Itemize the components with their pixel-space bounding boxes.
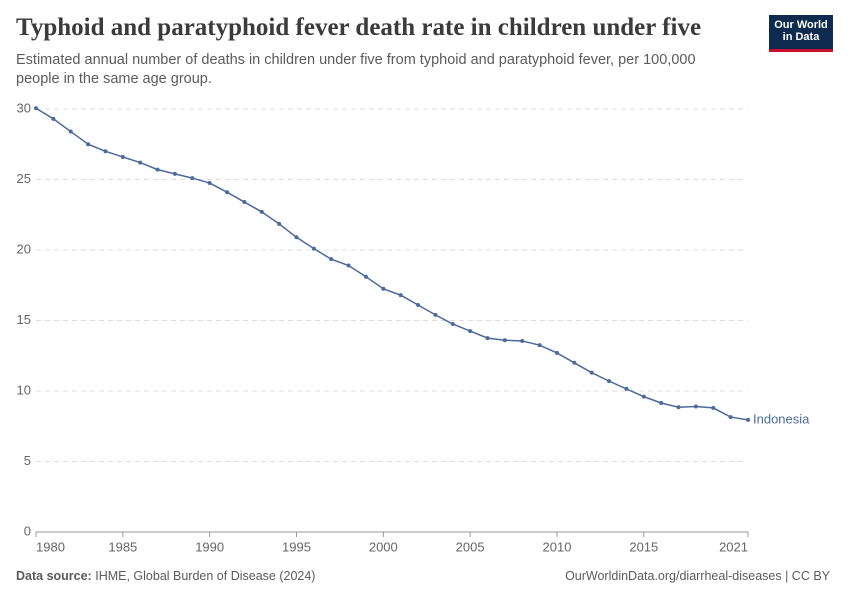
point bbox=[363, 274, 368, 279]
source-label: Data source: bbox=[16, 569, 92, 583]
chart-subtitle: Estimated annual number of deaths in chi… bbox=[16, 52, 696, 87]
y-tick-label: 20 bbox=[17, 241, 31, 256]
point bbox=[520, 338, 525, 343]
x-tick-label: 2000 bbox=[369, 539, 398, 554]
point bbox=[659, 400, 664, 405]
point bbox=[728, 415, 733, 420]
y-tick-label: 30 bbox=[17, 100, 31, 115]
x-tick-label: 1980 bbox=[36, 539, 65, 554]
x-tick-label: 2010 bbox=[543, 539, 572, 554]
x-tick-label: 1990 bbox=[195, 539, 224, 554]
series-label: Indonesia bbox=[753, 411, 810, 426]
x-tick-label: 2005 bbox=[456, 539, 485, 554]
point bbox=[381, 286, 386, 291]
point bbox=[416, 302, 421, 307]
point bbox=[450, 322, 455, 327]
url[interactable]: OurWorldinData.org/diarrheal-diseases | … bbox=[565, 569, 830, 583]
y-tick-label: 15 bbox=[17, 312, 31, 327]
y-tick-label: 25 bbox=[17, 171, 31, 186]
point bbox=[537, 343, 542, 348]
line bbox=[35, 107, 749, 421]
point bbox=[190, 176, 195, 181]
point bbox=[155, 167, 160, 172]
point bbox=[346, 263, 351, 268]
point bbox=[433, 312, 438, 317]
point bbox=[624, 386, 629, 391]
point bbox=[207, 181, 212, 186]
point bbox=[68, 129, 73, 134]
x-tick-label: 2021 bbox=[719, 539, 748, 554]
point bbox=[172, 171, 177, 176]
point bbox=[572, 360, 577, 365]
point bbox=[711, 405, 716, 410]
source-text: IHME, Global Burden of Disease (2024) bbox=[95, 569, 316, 583]
source: Data source: IHME, Global Burden of Dise… bbox=[16, 569, 315, 583]
y-tick-label: 10 bbox=[17, 382, 31, 397]
point bbox=[86, 142, 91, 147]
point bbox=[242, 200, 247, 205]
x-tick-label: 1985 bbox=[108, 539, 137, 554]
point bbox=[641, 394, 646, 399]
x-tick-label: 2015 bbox=[629, 539, 658, 554]
logo-line: in Data bbox=[782, 31, 820, 43]
point bbox=[589, 370, 594, 375]
point bbox=[34, 106, 38, 111]
point bbox=[746, 417, 750, 422]
point bbox=[607, 379, 612, 384]
y-tick-label: 5 bbox=[24, 453, 31, 468]
point bbox=[277, 221, 282, 226]
point bbox=[311, 246, 316, 251]
point bbox=[676, 405, 681, 410]
chart-title: Typhoid and paratyphoid fever death rate… bbox=[16, 14, 702, 41]
point bbox=[398, 293, 403, 298]
point bbox=[485, 336, 490, 341]
point bbox=[120, 154, 125, 159]
point bbox=[103, 149, 108, 154]
point bbox=[329, 257, 334, 262]
point bbox=[51, 116, 56, 121]
x-tick-label: 1995 bbox=[282, 539, 311, 554]
point bbox=[138, 160, 143, 165]
point bbox=[693, 404, 698, 409]
point bbox=[468, 329, 473, 334]
logo-line: Our World bbox=[774, 19, 828, 31]
point bbox=[259, 209, 264, 214]
point bbox=[294, 235, 299, 240]
point bbox=[502, 338, 507, 343]
y-tick-label: 0 bbox=[24, 523, 31, 538]
point bbox=[225, 190, 230, 195]
logo[interactable]: Our World in Data bbox=[769, 15, 833, 52]
point bbox=[554, 350, 559, 355]
